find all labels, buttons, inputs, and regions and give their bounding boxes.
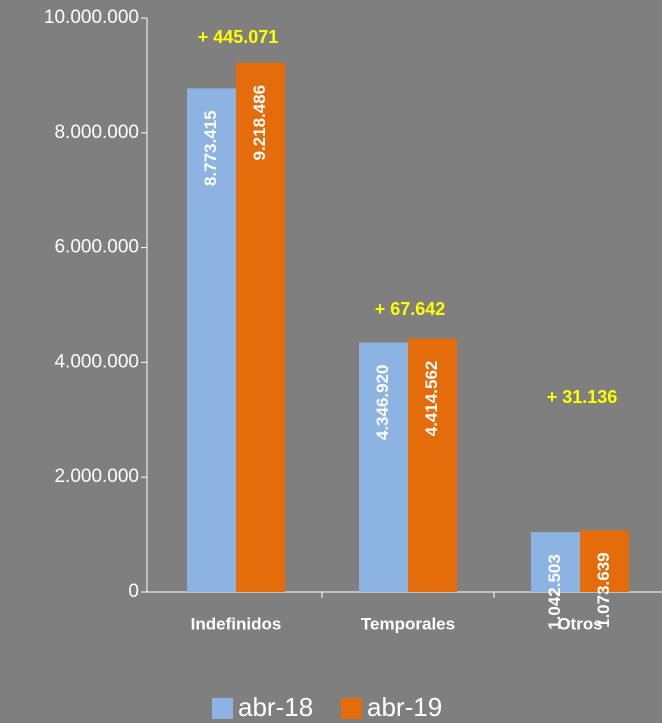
y-tick-label: 2.000.000 — [54, 466, 139, 487]
x-tick-label: Indefinidos — [191, 614, 282, 633]
value-label: 4.414.562 — [422, 361, 441, 437]
x-tick-label: Otros — [557, 614, 602, 633]
annotation: + 67.642 — [375, 299, 446, 319]
bar — [359, 342, 408, 592]
y-tick-label: 4.000.000 — [54, 351, 139, 372]
value-label: 1.042.503 — [545, 554, 564, 630]
bar — [408, 338, 457, 592]
value-label: 1.073.639 — [594, 552, 613, 628]
value-label: 4.346.920 — [373, 364, 392, 440]
annotation: + 31.136 — [547, 387, 618, 407]
legend-swatch — [212, 698, 233, 719]
bar — [187, 88, 236, 592]
legend-swatch — [341, 698, 362, 719]
legend-label: abr-18 — [238, 692, 313, 722]
y-tick-label: 6.000.000 — [54, 237, 139, 258]
y-tick-label: 0 — [128, 581, 139, 602]
bar — [531, 532, 580, 592]
value-label: 9.218.486 — [250, 85, 269, 161]
y-tick-label: 10.000.000 — [44, 7, 139, 28]
legend-label: abr-19 — [367, 692, 442, 722]
annotation: + 445.071 — [198, 27, 279, 47]
y-tick-label: 8.000.000 — [54, 122, 139, 143]
value-label: 8.773.415 — [201, 110, 220, 186]
bar — [580, 530, 629, 592]
x-tick-label: Temporales — [361, 614, 455, 633]
bar — [236, 62, 285, 593]
